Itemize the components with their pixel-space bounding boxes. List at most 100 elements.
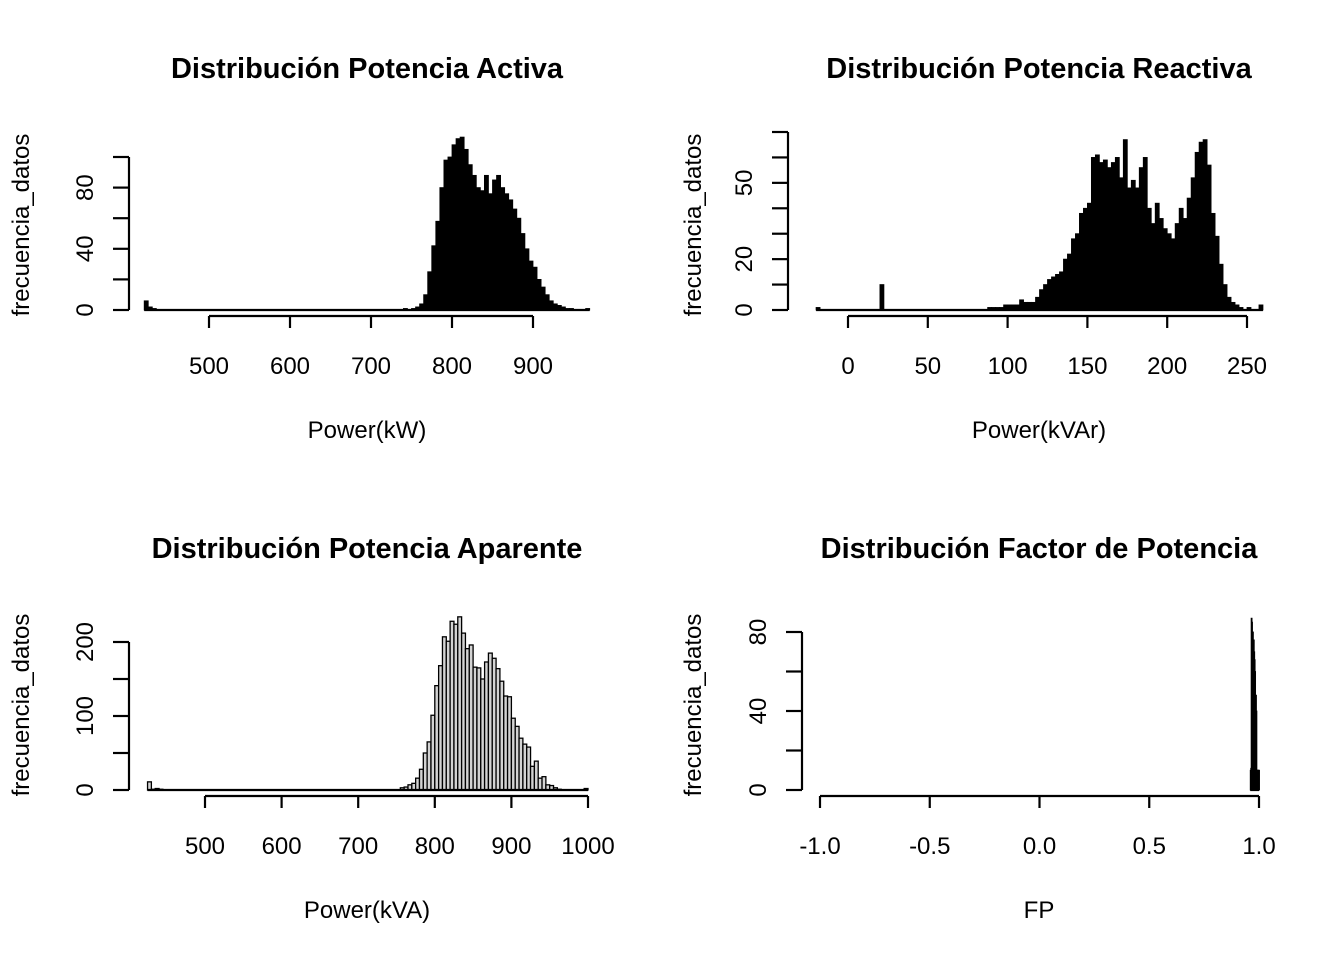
x-tick-label: 200: [1147, 353, 1187, 380]
histogram-bar: [1230, 301, 1236, 311]
x-tick-label: 500: [185, 833, 225, 860]
y-tick-label: 40: [745, 698, 772, 725]
histogram-bar: [1226, 296, 1232, 311]
histogram-bar: [508, 199, 514, 311]
x-tick-label: 900: [513, 353, 553, 380]
histogram-bar: [528, 260, 534, 311]
x-axis-label: Power(kVAr): [972, 417, 1106, 444]
y-tick-label: 80: [72, 174, 99, 201]
x-tick-label: 50: [914, 353, 941, 380]
histogram-bar: [1190, 177, 1196, 311]
y-axis: 0 100 200: [72, 622, 131, 797]
y-axis: 0 40 80: [72, 155, 131, 317]
chart-title: Distribución Potencia Activa: [171, 53, 564, 85]
histogram-bar: [1194, 151, 1200, 311]
x-tick-label: 700: [338, 833, 378, 860]
x-tick-label: 800: [415, 833, 455, 860]
histogram-bar: [435, 220, 441, 311]
histogram-bar: [1210, 212, 1216, 311]
histogram-bar: [471, 174, 477, 311]
histogram-bar: [488, 193, 493, 311]
histogram-bar: [443, 159, 449, 311]
histogram-bar: [1154, 202, 1160, 311]
x-tick-label: 900: [491, 833, 531, 860]
histogram-bar: [1178, 207, 1184, 311]
histogram-bar: [524, 248, 530, 311]
x-tick-label: 0.0: [1023, 833, 1056, 860]
panel-factor-potencia: Distribución Factor de Potencia FP frecu…: [680, 533, 1276, 924]
panel-potencia-activa: Distribución Potencia Activa Power(kW) f…: [8, 53, 591, 444]
histogram-bar: [1110, 162, 1116, 311]
histogram-bar: [532, 266, 538, 311]
histogram-bar: [879, 284, 885, 311]
y-tick-label: 50: [731, 170, 758, 197]
histogram-bar: [520, 233, 526, 311]
histogram-bar: [1047, 279, 1052, 311]
x-axis: -1.0 -0.5 0.0 0.5 1.0: [799, 794, 1276, 860]
histogram-bar: [427, 271, 433, 311]
histogram-bar: [548, 300, 554, 311]
histogram-bars: [815, 139, 1264, 312]
histogram-bar: [1043, 284, 1048, 311]
histogram-bars: [146, 616, 589, 792]
x-axis-label: FP: [1024, 897, 1055, 924]
histogram-bar: [483, 174, 489, 311]
histogram-bar: [496, 174, 501, 311]
histogram-bar: [1098, 162, 1104, 311]
histogram-bar: [536, 278, 542, 311]
histogram-bar: [1186, 197, 1192, 311]
histogram-bar: [1079, 212, 1084, 311]
histogram-bar: [1090, 157, 1096, 311]
y-tick-label: 100: [72, 696, 99, 736]
histogram-bar: [540, 286, 546, 311]
histogram-bars: [1249, 617, 1260, 792]
chart-title: Distribución Potencia Reactiva: [826, 53, 1252, 85]
histogram-bar: [447, 156, 453, 311]
chart-title: Distribución Factor de Potencia: [821, 533, 1259, 565]
histogram-bar: [1122, 139, 1128, 311]
y-tick-label: 0: [72, 783, 99, 796]
histogram-bar: [451, 144, 457, 311]
histogram-bar: [475, 187, 481, 311]
panel-potencia-aparente: Distribución Potencia Aparente Power(kVA…: [8, 533, 615, 924]
chart-title: Distribución Potencia Aparente: [152, 533, 583, 565]
y-tick-label: 40: [72, 235, 99, 262]
histogram-bar: [463, 148, 469, 311]
histogram-bar: [1198, 141, 1204, 311]
x-tick-label: 0.5: [1133, 833, 1166, 860]
histogram-bar: [423, 294, 429, 311]
histogram-bar: [1146, 207, 1152, 311]
histogram-bar: [1102, 159, 1108, 311]
x-axis-label: Power(kW): [308, 417, 427, 444]
x-tick-label: 800: [432, 353, 472, 380]
histogram-bar: [1094, 154, 1100, 311]
histogram-bar: [1059, 271, 1064, 311]
histogram-bar: [1106, 167, 1112, 311]
y-tick-label: 20: [731, 246, 758, 273]
histogram-bar: [492, 179, 497, 311]
y-tick-label: 80: [745, 619, 772, 646]
histogram-bar: [1019, 299, 1024, 311]
histogram-bar: [439, 187, 445, 311]
x-axis: 500 600 700 800 900: [189, 314, 553, 380]
y-tick-label: 0: [731, 303, 758, 316]
histogram-bar: [467, 164, 473, 311]
histogram-bar: [479, 190, 485, 311]
x-axis-label: Power(kVA): [304, 897, 430, 924]
histogram-bars: [143, 136, 591, 312]
histogram-bar: [1071, 238, 1076, 311]
x-tick-label: 500: [189, 353, 229, 380]
histogram-bar: [1031, 301, 1036, 311]
histogram-bar: [1142, 157, 1148, 311]
histogram-bar: [1035, 296, 1040, 311]
y-axis-label: frecuencia_datos: [680, 134, 707, 317]
x-tick-label: -0.5: [909, 833, 950, 860]
histogram-bar: [1258, 769, 1260, 791]
x-tick-label: 150: [1067, 353, 1107, 380]
histogram-bar: [1134, 187, 1140, 311]
x-tick-label: 1.0: [1242, 833, 1275, 860]
x-tick-label: 600: [270, 353, 310, 380]
histogram-bar: [1075, 233, 1080, 311]
x-tick-label: 100: [988, 353, 1028, 380]
